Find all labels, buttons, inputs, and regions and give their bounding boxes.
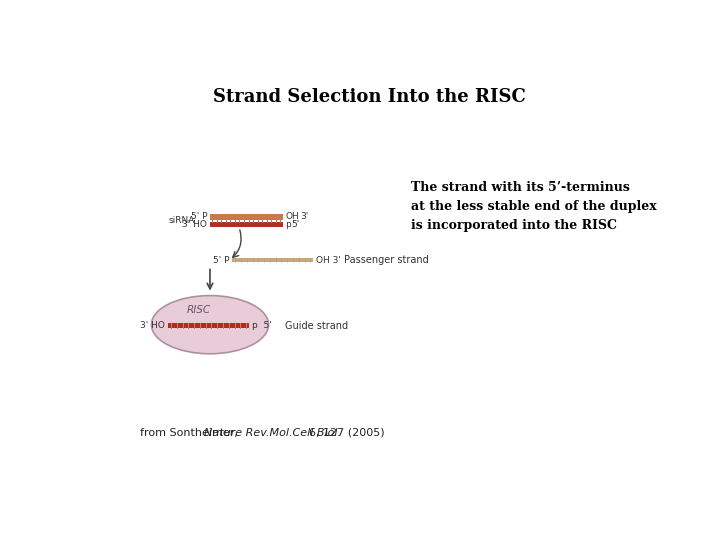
Text: OH: OH — [285, 212, 299, 221]
Ellipse shape — [151, 295, 269, 354]
Text: siRNA: siRNA — [168, 216, 194, 225]
Text: p  5': p 5' — [252, 321, 271, 330]
Text: 5': 5' — [291, 220, 299, 229]
Bar — [210, 222, 282, 227]
Bar — [168, 323, 249, 328]
Text: Guide strand: Guide strand — [285, 321, 348, 330]
Bar — [233, 258, 313, 262]
Text: The strand with its 5’-terminus
at the less stable end of the duplex
is incorpor: The strand with its 5’-terminus at the l… — [411, 181, 657, 232]
Text: p: p — [285, 220, 291, 229]
Text: Nature Rev.Mol.Cell Biol.: Nature Rev.Mol.Cell Biol. — [204, 428, 341, 438]
Text: 3': 3' — [300, 212, 309, 221]
Text: 3' HO: 3' HO — [182, 220, 207, 229]
Text: Passenger strand: Passenger strand — [344, 255, 428, 265]
Text: 5' P: 5' P — [213, 256, 230, 265]
Text: from Sontheimer,: from Sontheimer, — [140, 428, 242, 438]
Text: 5' P: 5' P — [191, 212, 207, 221]
Text: 6, 127 (2005): 6, 127 (2005) — [302, 428, 384, 438]
Text: RISC: RISC — [186, 305, 211, 315]
Text: 3' HO: 3' HO — [140, 321, 166, 330]
Text: OH 3': OH 3' — [316, 256, 341, 265]
Bar — [210, 214, 282, 220]
Text: Strand Selection Into the RISC: Strand Selection Into the RISC — [212, 87, 526, 106]
